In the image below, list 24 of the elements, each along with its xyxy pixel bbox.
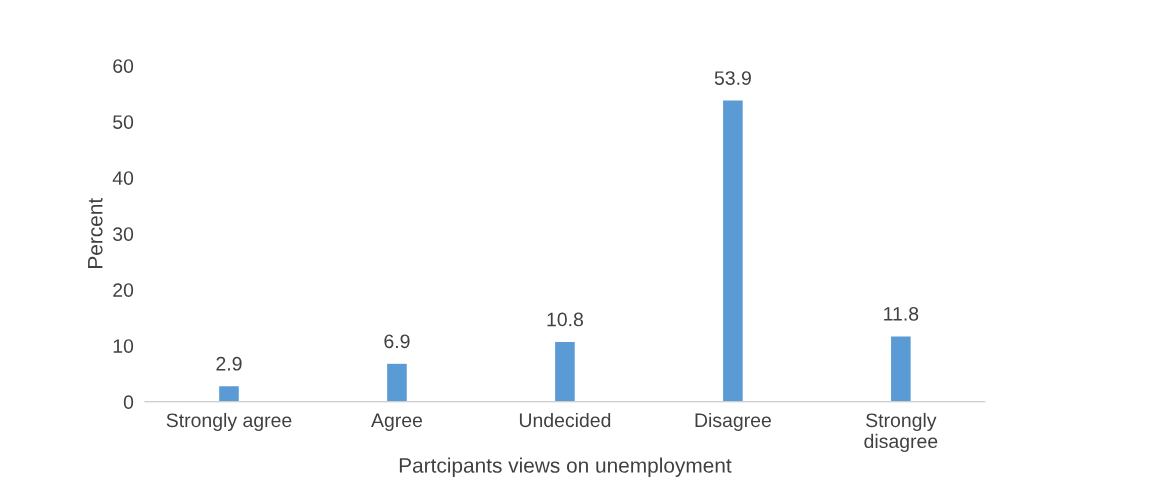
bar [889, 334, 913, 402]
bar [553, 340, 577, 402]
data-label: 10.8 [547, 312, 583, 327]
x-tick-label: Strongly disagree [864, 412, 938, 452]
x-axis-title: Partcipants views on unemployment [399, 457, 732, 477]
data-label: 11.8 [884, 306, 919, 321]
x-tick-label: Strongly agree [166, 412, 292, 432]
data-label: 6.9 [384, 334, 410, 349]
y-tick-label: 10 [113, 339, 134, 354]
y-tick-label: 60 [113, 59, 134, 73]
bar [217, 384, 241, 402]
bar [721, 99, 745, 402]
bar [385, 362, 409, 402]
y-tick-label: 30 [113, 227, 134, 241]
data-label: 53.9 [714, 71, 751, 85]
x-tick-label: Disagree [695, 412, 771, 432]
y-tick-label: 50 [113, 115, 134, 129]
y-axis-title: Percent [88, 198, 103, 268]
y-tick-label: 0 [123, 395, 134, 410]
x-tick-label: Undecided [519, 412, 611, 428]
data-label: 2.9 [216, 356, 242, 371]
y-tick-label: 40 [112, 171, 134, 185]
y-tick-label: 20 [113, 283, 134, 297]
x-tick-label: Agree [371, 413, 423, 432]
